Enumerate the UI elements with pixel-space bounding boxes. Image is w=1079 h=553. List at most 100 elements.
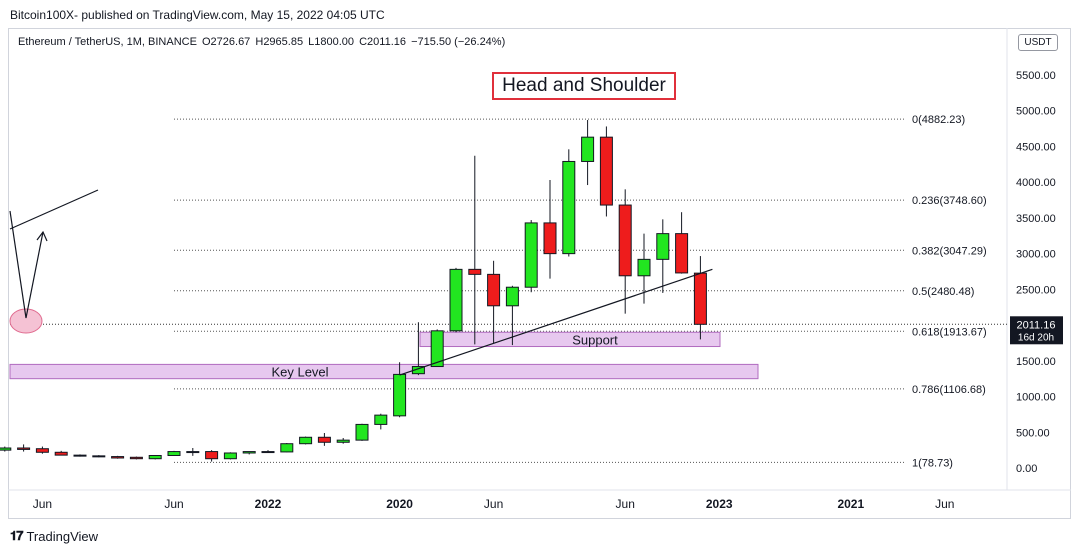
candle-body bbox=[129, 456, 143, 460]
candle-body bbox=[242, 451, 256, 454]
candle-body bbox=[205, 451, 219, 460]
x-tick-label: Jun bbox=[935, 497, 954, 511]
candle bbox=[17, 444, 31, 452]
candle bbox=[430, 329, 444, 368]
y-tick-label: 500.00 bbox=[1016, 427, 1050, 439]
candle-body bbox=[374, 414, 388, 425]
candle bbox=[336, 437, 350, 444]
left-trendline bbox=[9, 189, 99, 230]
candle-body bbox=[487, 273, 501, 307]
candle-body bbox=[54, 451, 68, 456]
currency-button[interactable]: USDT bbox=[1018, 34, 1058, 51]
candle bbox=[73, 454, 87, 457]
y-tick-label: 3500.00 bbox=[1016, 213, 1056, 225]
candle bbox=[92, 455, 106, 458]
candle-body bbox=[505, 286, 519, 307]
y-tick-label: 5500.00 bbox=[1016, 70, 1056, 82]
chart-frame[interactable] bbox=[8, 28, 1071, 519]
candle-body bbox=[0, 447, 12, 451]
ohlc-open: O2726.67 bbox=[201, 36, 251, 48]
candle-body bbox=[618, 204, 632, 277]
candle-body bbox=[393, 373, 407, 417]
ohlc-change: −715.50 (−26.24%) bbox=[411, 36, 506, 48]
candle bbox=[618, 189, 632, 314]
x-tick-label: 2022 bbox=[255, 497, 282, 511]
fib-level-label: 0.382(3047.29) bbox=[912, 245, 987, 257]
candle-body bbox=[336, 439, 350, 443]
candle-body bbox=[524, 222, 538, 288]
x-tick-label: 2020 bbox=[386, 497, 413, 511]
candle-body bbox=[280, 443, 294, 453]
candle bbox=[449, 267, 463, 333]
candle-body bbox=[543, 222, 557, 255]
candle bbox=[675, 212, 689, 274]
candle bbox=[468, 155, 482, 345]
fib-level-label: 0.236(3748.60) bbox=[912, 195, 987, 207]
chart-title: Head and Shoulder bbox=[492, 72, 676, 100]
y-tick-label: 5000.00 bbox=[1016, 106, 1056, 118]
candle-body bbox=[675, 233, 689, 274]
candle-body bbox=[17, 447, 31, 450]
last-price-value: 2011.16 bbox=[1017, 319, 1056, 331]
y-tick-label: 4500.00 bbox=[1016, 141, 1056, 153]
y-tick-label: 0.00 bbox=[1016, 463, 1037, 475]
candle-body bbox=[35, 448, 49, 453]
candle bbox=[562, 149, 576, 257]
y-tick-label: 1000.00 bbox=[1016, 392, 1056, 404]
candle bbox=[129, 456, 143, 460]
candle-body bbox=[693, 272, 707, 325]
y-tick-label: 4000.00 bbox=[1016, 177, 1056, 189]
fib-level-label: 0.5(2480.48) bbox=[912, 286, 974, 298]
candle bbox=[186, 447, 200, 456]
candle bbox=[411, 322, 425, 376]
x-tick-label: Jun bbox=[164, 497, 183, 511]
candle bbox=[280, 442, 294, 453]
candle bbox=[487, 260, 501, 343]
candle-body bbox=[73, 454, 87, 457]
candle bbox=[299, 436, 313, 445]
candle-body bbox=[92, 455, 106, 458]
bar-countdown: 16d 20h bbox=[1018, 332, 1054, 343]
candle-body bbox=[581, 136, 595, 162]
candle bbox=[543, 180, 557, 279]
zone-rect-support bbox=[419, 331, 721, 348]
candle bbox=[393, 362, 407, 418]
candle bbox=[205, 450, 219, 462]
candle bbox=[35, 446, 49, 454]
candle bbox=[167, 450, 181, 456]
candle-body bbox=[299, 436, 313, 445]
fib-level-label: 0.618(1913.67) bbox=[912, 326, 987, 338]
y-tick-label: 3000.00 bbox=[1016, 249, 1056, 261]
footer-brand: 𝟏𝟕 TradingView bbox=[10, 528, 98, 544]
candle bbox=[355, 423, 369, 441]
candle bbox=[0, 446, 12, 452]
symbol-name: Ethereum / TetherUS, 1M, BINANCE bbox=[18, 36, 197, 48]
candle bbox=[693, 256, 707, 340]
x-tick-label: Jun bbox=[484, 497, 503, 511]
candle bbox=[524, 220, 538, 293]
candle bbox=[242, 451, 256, 455]
y-tick-label: 2500.00 bbox=[1016, 284, 1056, 296]
candle-body bbox=[167, 451, 181, 456]
zone-rect-key-level bbox=[9, 363, 759, 380]
candle-body bbox=[599, 136, 613, 206]
candle bbox=[261, 450, 275, 454]
candle bbox=[505, 285, 519, 346]
fib-level-label: 0(4882.23) bbox=[912, 114, 965, 126]
candle bbox=[374, 413, 388, 430]
fib-level-label: 1(78.73) bbox=[912, 457, 953, 469]
tradingview-logo-icon: 𝟏𝟕 bbox=[10, 528, 24, 543]
last-price-badge-bg bbox=[1010, 316, 1063, 345]
x-tick-label: 2021 bbox=[837, 497, 864, 511]
candle-body bbox=[656, 233, 670, 260]
published-caption: Bitcoin100X- published on TradingView.co… bbox=[10, 8, 385, 22]
symbol-legend: Ethereum / TetherUS, 1M, BINANCE O2726.6… bbox=[18, 36, 507, 48]
x-tick-label: 2023 bbox=[706, 497, 733, 511]
fib-level-label: 0.786(1106.68) bbox=[912, 384, 986, 396]
candle-body bbox=[223, 452, 237, 460]
x-tick-label: Jun bbox=[616, 497, 635, 511]
candle-body bbox=[317, 436, 331, 443]
candle bbox=[54, 450, 68, 456]
